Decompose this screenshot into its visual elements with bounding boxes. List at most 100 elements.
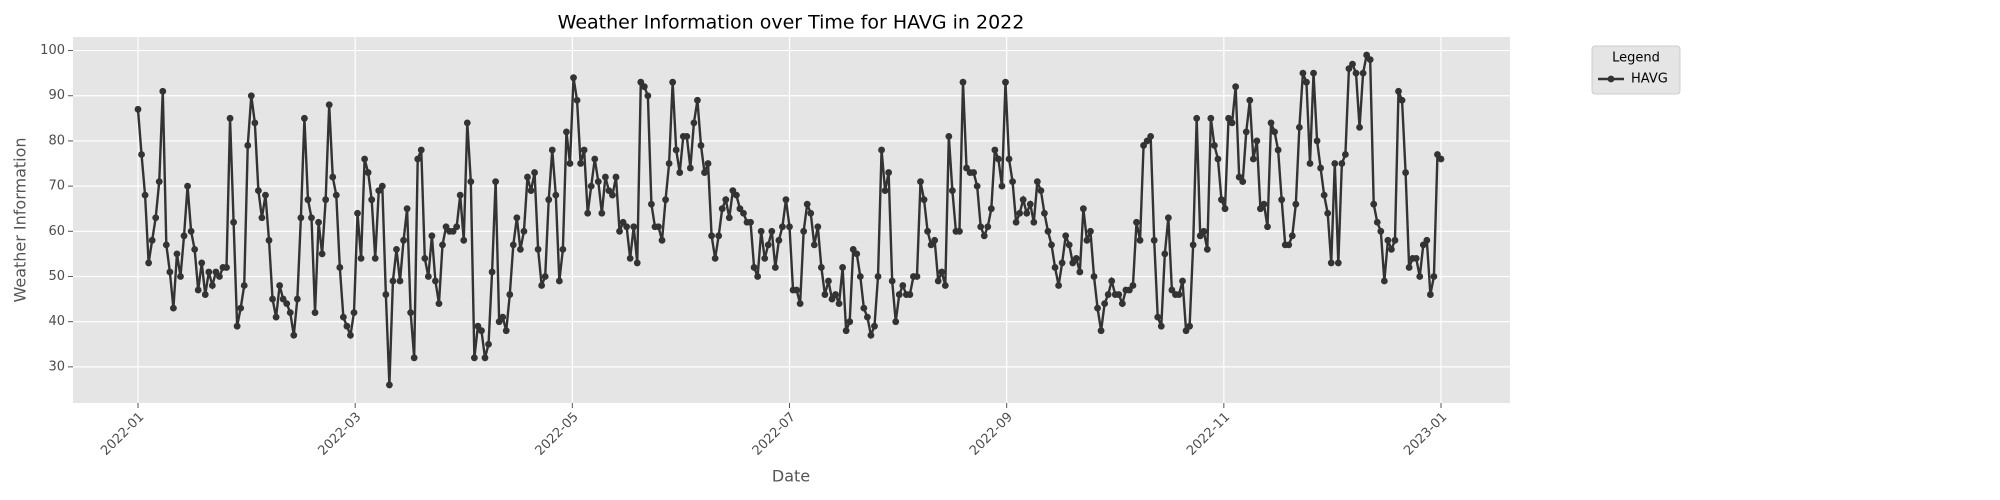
- data-point: [1062, 232, 1070, 240]
- data-point: [825, 277, 832, 285]
- data-point: [283, 300, 291, 307]
- data-point: [1292, 200, 1300, 208]
- x-tick-label: 2022-11: [1184, 410, 1233, 459]
- data-point: [973, 182, 981, 190]
- data-point: [1359, 69, 1367, 77]
- data-point: [1048, 241, 1055, 249]
- data-point: [1253, 137, 1261, 145]
- data-point: [1083, 236, 1091, 244]
- data-point: [315, 218, 322, 226]
- marks: [134, 51, 1445, 389]
- data-point: [357, 255, 365, 262]
- data-point: [672, 146, 680, 154]
- data-point: [534, 245, 542, 253]
- data-point: [924, 227, 931, 235]
- data-point: [201, 291, 209, 298]
- data-point: [1267, 119, 1275, 127]
- x-tick-label: 2022-03: [315, 410, 364, 459]
- data-point: [311, 309, 319, 317]
- data-point: [364, 169, 372, 176]
- data-point: [191, 245, 199, 253]
- data-point: [1303, 78, 1310, 86]
- data-point: [541, 273, 549, 280]
- y-axis-label: Weather Information: [11, 137, 30, 302]
- data-point: [1203, 245, 1211, 253]
- data-point: [1101, 300, 1109, 307]
- data-point: [878, 146, 885, 154]
- data-point: [1210, 142, 1218, 149]
- data-point: [258, 214, 266, 222]
- data-point: [609, 191, 616, 199]
- data-point: [920, 196, 928, 204]
- data-point: [750, 264, 758, 271]
- data-point: [796, 300, 804, 307]
- data-point: [1033, 178, 1041, 185]
- y-tick-label: 100: [40, 43, 65, 58]
- data-point: [1239, 178, 1247, 185]
- data-point: [148, 236, 156, 244]
- data-point: [1402, 169, 1409, 176]
- data-point: [782, 196, 790, 204]
- data-point: [881, 187, 889, 195]
- data-point: [1104, 291, 1112, 298]
- data-point: [223, 264, 230, 271]
- x-tick-label: 2022-09: [967, 410, 1016, 459]
- data-point: [977, 223, 985, 231]
- data-point: [906, 291, 914, 298]
- data-point: [867, 331, 875, 339]
- data-point: [400, 236, 407, 244]
- data-point: [577, 160, 584, 167]
- data-point: [1118, 300, 1126, 307]
- x-tick-label: 2022-07: [750, 410, 799, 459]
- data-point: [269, 295, 276, 303]
- data-point: [1278, 196, 1286, 204]
- data-point: [658, 236, 666, 244]
- data-point: [690, 119, 698, 127]
- data-point: [711, 255, 719, 262]
- data-point: [424, 273, 432, 280]
- data-point: [159, 87, 167, 95]
- data-point: [1037, 187, 1045, 195]
- data-point: [506, 291, 514, 298]
- data-point: [874, 273, 882, 280]
- data-point: [1097, 327, 1105, 335]
- data-point: [1019, 196, 1027, 204]
- data-point: [531, 169, 538, 176]
- data-point: [740, 209, 747, 217]
- data-point: [410, 354, 418, 362]
- data-point: [998, 182, 1006, 190]
- data-point: [1175, 291, 1183, 298]
- data-point: [1005, 155, 1013, 163]
- data-point: [1016, 209, 1024, 217]
- data-point: [184, 182, 191, 190]
- data-point: [555, 277, 563, 285]
- data-point: [166, 268, 174, 276]
- data-point: [1412, 255, 1420, 262]
- data-point: [1324, 209, 1332, 217]
- data-point: [683, 133, 691, 140]
- data-point: [644, 92, 652, 100]
- data-point: [138, 151, 145, 158]
- data-point: [633, 259, 641, 267]
- data-point: [194, 286, 202, 294]
- data-point: [676, 169, 684, 176]
- data-point: [177, 273, 184, 280]
- data-point: [548, 146, 556, 154]
- data-point: [1331, 160, 1339, 167]
- data-point: [272, 313, 280, 321]
- data-point: [1338, 160, 1346, 167]
- data-point: [580, 146, 588, 154]
- legend-label: HAVG: [1631, 72, 1668, 87]
- data-point: [198, 259, 206, 267]
- data-point: [945, 133, 953, 140]
- data-point: [587, 182, 595, 190]
- data-point: [793, 286, 800, 294]
- y-tick-label: 70: [48, 179, 65, 194]
- data-point: [1313, 137, 1321, 145]
- data-point: [499, 313, 507, 321]
- data-point: [1423, 236, 1431, 244]
- data-point: [492, 178, 500, 185]
- data-point: [247, 92, 255, 100]
- data-point: [286, 309, 294, 317]
- data-point: [1274, 146, 1282, 154]
